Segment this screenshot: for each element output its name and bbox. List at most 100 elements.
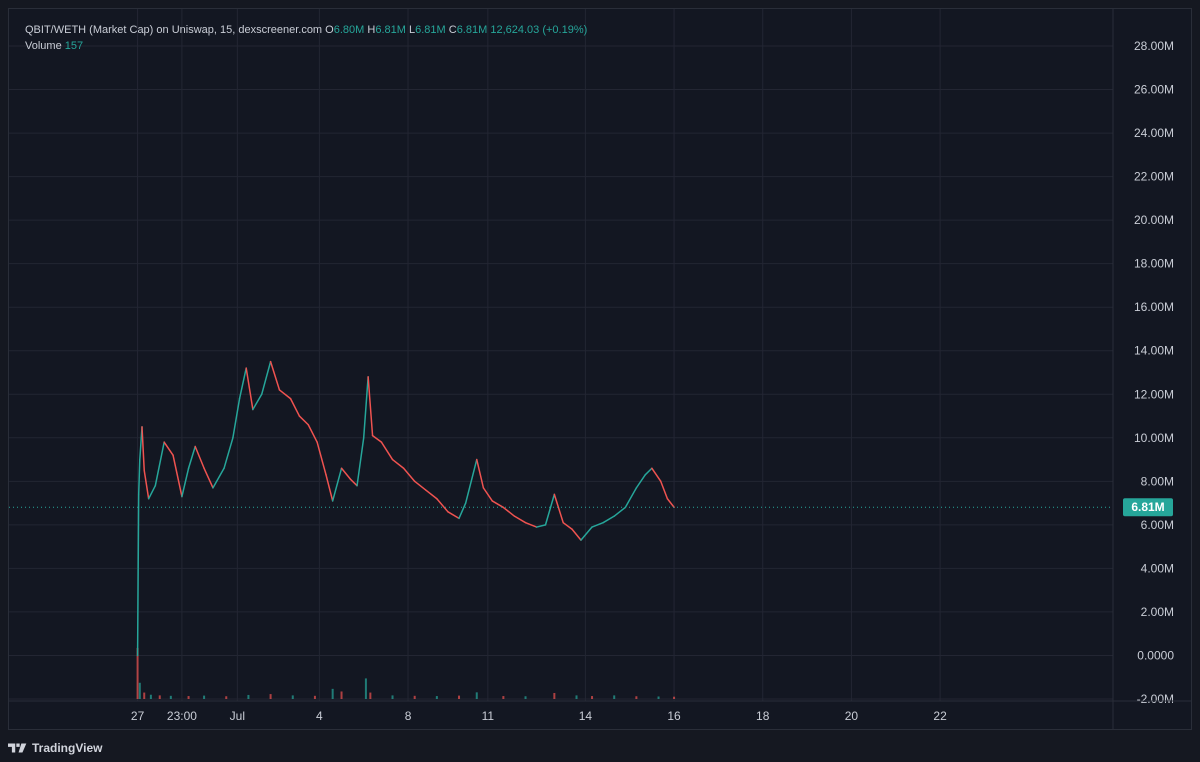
price-segment (624, 487, 638, 509)
price-segment (349, 478, 358, 487)
y-tick-label: 28.00M (1134, 39, 1174, 53)
volume-bar (364, 678, 367, 699)
price-segment (154, 441, 165, 487)
x-tick-label: 27 (131, 709, 145, 723)
volume-bar (553, 692, 556, 699)
price-segment (380, 441, 394, 461)
price-segment (187, 445, 196, 470)
price-segment (340, 467, 352, 480)
price-segment (402, 467, 416, 483)
high-value: 6.81M (375, 24, 406, 36)
price-segment (260, 360, 272, 396)
price-segment (269, 360, 281, 391)
x-tick-label: 4 (316, 709, 323, 723)
y-tick-label: 18.00M (1134, 257, 1174, 271)
volume-bar (575, 695, 578, 699)
volume-legend: Volume 157 (25, 39, 83, 53)
price-segment (223, 437, 234, 470)
price-segment (194, 445, 205, 470)
price-chart[interactable]: 28.00M 26.00M 24.00M 22.00M 20.00M 18.00M 16.0… (9, 9, 1191, 729)
price-segment (513, 515, 527, 524)
open-value: 6.80M (333, 24, 365, 36)
low-value: 6.81M (415, 24, 446, 36)
price-segment (436, 497, 449, 513)
volume-bar (635, 696, 638, 699)
x-tick-label: 16 (667, 709, 681, 723)
price-segment (172, 454, 183, 498)
x-tick-label: 22 (933, 709, 947, 723)
volume-bar (369, 692, 372, 699)
volume-bar (475, 692, 478, 699)
y-tick-label: 16.00M (1134, 300, 1174, 314)
low-label: L (408, 24, 416, 36)
price-segment (232, 397, 241, 439)
price-segment (137, 458, 141, 496)
y-tick-label: 12.00M (1134, 387, 1174, 401)
price-segment (464, 458, 478, 504)
x-tick-label: 14 (579, 709, 593, 723)
price-segment (571, 528, 582, 541)
volume-bar (340, 691, 343, 699)
price-segment (447, 511, 460, 520)
volume-bar (673, 696, 676, 699)
volume-bar (391, 695, 394, 699)
x-tick-label: 8 (405, 709, 412, 723)
volume-bar (143, 692, 146, 699)
price-segment (371, 434, 383, 443)
price-segment (425, 489, 438, 500)
volume-bar (331, 688, 334, 699)
volume-bar (149, 694, 152, 699)
price-segment (238, 367, 247, 400)
volume-bar (169, 695, 172, 699)
volume-value: 157 (64, 40, 84, 52)
close-value: 6.81M (456, 24, 488, 36)
y-tick-label: 26.00M (1134, 83, 1174, 97)
x-tick-label: 23:00 (167, 709, 197, 723)
symbol-title: QBIT/WETH (Market Cap) on Uniswap, 15, d… (25, 24, 323, 36)
volume-bar (136, 647, 139, 699)
price-segment (644, 467, 653, 476)
price-segment (535, 524, 547, 528)
price-segment (356, 437, 365, 487)
volume-bar (413, 695, 416, 699)
volume-bar (524, 696, 527, 699)
price-segment (147, 484, 157, 500)
price-segment (591, 521, 604, 528)
price-segment (502, 506, 516, 517)
volume-bar (313, 695, 316, 699)
volume-bar (247, 694, 250, 699)
price-segment (491, 500, 505, 509)
price-segment (136, 493, 140, 657)
price-segment (212, 467, 225, 489)
price-segment (252, 393, 263, 411)
price-segment (580, 526, 593, 541)
volume-bar (435, 696, 438, 699)
y-tick-label: 6.00M (1141, 518, 1174, 532)
price-segment (660, 480, 669, 500)
price-segment (325, 474, 334, 502)
open-label: O (325, 24, 334, 36)
symbol-legend: QBIT/WETH (Market Cap) on Uniswap, 15, d… (25, 23, 587, 37)
y-tick-label: 24.00M (1134, 126, 1174, 140)
price-segment (391, 458, 405, 470)
volume-bar (225, 696, 228, 699)
price-segment (666, 497, 675, 508)
y-tick-label: 10.00M (1134, 431, 1174, 445)
high-label: H (367, 24, 376, 36)
volume-bar (269, 694, 272, 699)
price-segment (316, 441, 327, 476)
price-segment (544, 493, 556, 526)
volume-bar (138, 682, 141, 699)
price-segment (524, 521, 538, 528)
price-segment (651, 467, 662, 483)
volume-bar (613, 695, 616, 699)
y-tick-label: 20.00M (1134, 213, 1174, 227)
tradingview-footer[interactable]: TradingView (8, 738, 102, 758)
price-segment (613, 506, 627, 517)
y-tick-label: 14.00M (1134, 344, 1174, 358)
y-tick-label: 22.00M (1134, 170, 1174, 184)
volume-bar (203, 695, 206, 699)
chart-frame[interactable]: 28.00M 26.00M 24.00M 22.00M 20.00M 18.00M 16.0… (8, 8, 1192, 730)
price-segment (458, 502, 467, 520)
price-segment (181, 467, 190, 498)
